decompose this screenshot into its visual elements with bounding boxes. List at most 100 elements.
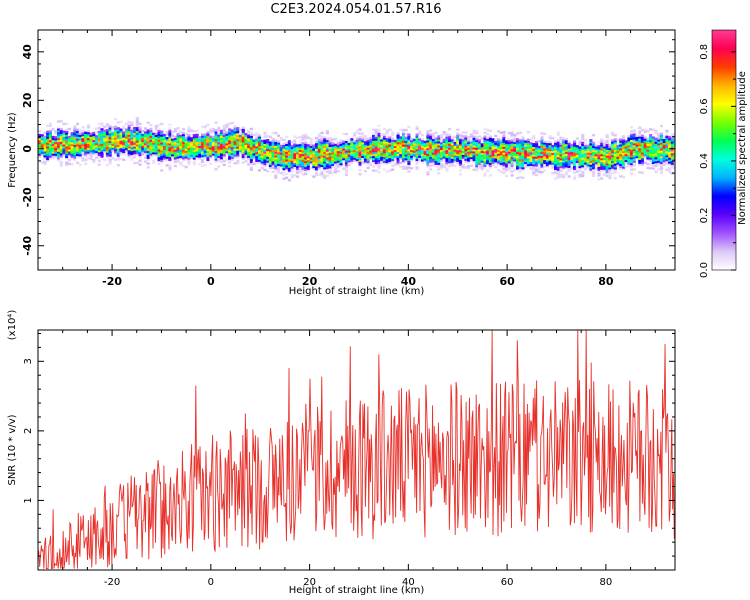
heatmap-cell: [475, 145, 479, 148]
heatmap-cell: [160, 155, 164, 159]
heatmap-cell: [581, 133, 585, 137]
heatmap-cell: [611, 166, 615, 169]
heatmap-cell: [73, 131, 77, 134]
heatmap-cell: [350, 140, 354, 143]
heatmap-cell: [209, 153, 213, 156]
heatmap-cell: [342, 157, 346, 161]
heatmap-cell: [293, 151, 297, 154]
heatmap-cell: [630, 129, 634, 133]
heatmap-cell: [100, 155, 104, 158]
heatmap-cell: [285, 141, 289, 145]
heatmap-cell: [472, 141, 476, 144]
heatmap-cell: [84, 143, 88, 146]
heatmap-cell: [141, 145, 145, 148]
heatmap-cell: [301, 149, 305, 153]
heatmap-cell: [415, 162, 419, 165]
heatmap-cell: [255, 157, 259, 160]
heatmap-cell: [401, 140, 406, 143]
y-tick-label: 0: [21, 145, 34, 153]
heatmap-cell: [187, 128, 191, 131]
heatmap-cell: [228, 132, 232, 135]
heatmap-cell: [505, 139, 509, 143]
heatmap-cell: [562, 162, 566, 165]
heatmap-cell: [320, 174, 324, 177]
heatmap-cell: [461, 135, 465, 138]
heatmap-cell: [89, 157, 93, 161]
colorbar-gradient: [711, 29, 737, 271]
heatmap-cell: [100, 147, 104, 150]
heatmap-cell: [529, 142, 533, 145]
heatmap-cell: [477, 156, 482, 160]
heatmap-cell: [510, 160, 514, 163]
heatmap-cell: [285, 149, 289, 152]
heatmap-cell: [401, 159, 406, 163]
heatmap-cell: [564, 147, 568, 151]
heatmap-cell: [282, 146, 286, 149]
heatmap-cell: [135, 148, 139, 151]
heatmap-cell: [355, 147, 359, 150]
heatmap-cell: [222, 128, 226, 132]
heatmap-cell: [133, 134, 137, 138]
heatmap-cell: [320, 170, 324, 173]
heatmap-cell: [456, 140, 460, 143]
heatmap-cell: [412, 154, 416, 157]
heatmap-cell: [627, 135, 631, 138]
heatmap-cell: [643, 130, 647, 133]
heatmap-cell: [524, 150, 528, 153]
heatmap-cell: [646, 147, 650, 150]
heatmap-cell: [401, 134, 406, 137]
heatmap-cell: [168, 133, 172, 136]
heatmap-cell: [619, 151, 623, 155]
heatmap-cell: [279, 148, 283, 151]
heatmap-cell: [111, 143, 115, 146]
heatmap-cell: [654, 170, 658, 173]
heatmap-cell: [209, 149, 213, 152]
heatmap-cell: [331, 150, 335, 153]
heatmap-cell: [244, 150, 248, 153]
heatmap-cell: [190, 154, 194, 158]
heatmap-cell: [127, 126, 131, 129]
heatmap-cell: [437, 172, 441, 175]
heatmap-cell: [59, 137, 63, 140]
heatmap-cell: [616, 148, 620, 152]
heatmap-cell: [190, 156, 194, 159]
heatmap-cell: [632, 156, 636, 159]
heatmap-cell: [67, 158, 71, 162]
heatmap-cell: [241, 136, 245, 139]
heatmap-cell: [81, 143, 85, 146]
heatmap-cell: [298, 147, 302, 151]
heatmap-cell: [505, 147, 509, 151]
heatmap-cell: [268, 156, 272, 160]
heatmap-cell: [277, 169, 281, 172]
heatmap-cell: [192, 163, 196, 166]
heatmap-cell: [114, 127, 118, 130]
heatmap-cell: [95, 144, 99, 148]
heatmap-cell: [271, 166, 275, 170]
heatmap-cell: [168, 146, 172, 150]
heatmap-cell: [469, 156, 473, 160]
heatmap-cell: [355, 129, 359, 132]
heatmap-cell: [198, 141, 202, 145]
heatmap-cell: [461, 139, 465, 142]
heatmap-cell: [86, 139, 91, 143]
heatmap-cell: [374, 169, 378, 172]
heatmap-cell: [393, 155, 397, 158]
heatmap-cell: [168, 139, 172, 142]
heatmap-cell: [480, 166, 484, 169]
heatmap-cell: [361, 136, 365, 139]
heatmap-cell: [391, 152, 395, 156]
heatmap-cell: [51, 128, 55, 131]
heatmap-cell: [252, 139, 256, 142]
heatmap-cell: [173, 155, 177, 158]
heatmap-cell: [285, 163, 289, 166]
heatmap-cell: [380, 150, 384, 154]
heatmap-cell: [57, 120, 61, 123]
heatmap-cell: [266, 152, 270, 155]
heatmap-cell: [464, 141, 468, 144]
heatmap-cell: [407, 147, 411, 150]
heatmap-cell: [143, 131, 148, 134]
heatmap-cell: [285, 165, 289, 168]
heatmap-cell: [592, 157, 596, 160]
heatmap-cell: [434, 160, 438, 164]
heatmap-cell: [469, 139, 473, 142]
